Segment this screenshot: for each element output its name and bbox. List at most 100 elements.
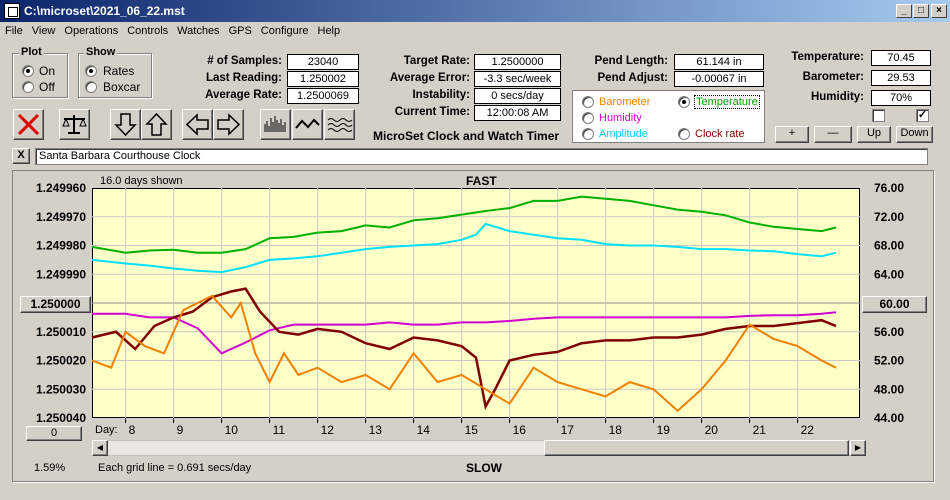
menu-configure[interactable]: Configure bbox=[260, 25, 309, 37]
y-right-tick-label: 44.00 bbox=[874, 411, 904, 425]
histogram-button[interactable] bbox=[260, 109, 291, 140]
barometer-value: 29.53 bbox=[871, 70, 931, 86]
plot-on-radio[interactable] bbox=[22, 65, 34, 77]
menu-controls[interactable]: Controls bbox=[127, 25, 169, 37]
window-title: C:\microset\2021_06_22.mst bbox=[24, 4, 185, 18]
temperature-label: Temperature: bbox=[791, 51, 864, 63]
slow-label: SLOW bbox=[466, 461, 502, 475]
y-right-tick-label: 48.00 bbox=[874, 382, 904, 396]
menu-view[interactable]: View bbox=[31, 25, 56, 37]
instability-value: 0 secs/day bbox=[474, 88, 561, 104]
menu-file[interactable]: File bbox=[5, 25, 23, 37]
temperature-radio[interactable] bbox=[678, 96, 690, 108]
center-rate-button[interactable]: 1.250000 bbox=[20, 296, 91, 313]
up-button[interactable]: Up bbox=[857, 126, 891, 143]
plot-on-label: On bbox=[39, 64, 56, 78]
scroll-right-arrow[interactable]: ▶ bbox=[850, 440, 866, 456]
x-tick-label: 19 bbox=[657, 423, 671, 437]
x-tick-label: 11 bbox=[273, 423, 286, 437]
shift-up-button[interactable] bbox=[141, 109, 172, 140]
app-icon[interactable] bbox=[4, 3, 20, 19]
title-bar: C:\microset\2021_06_22.mst bbox=[0, 0, 950, 22]
maximize-button[interactable]: □ bbox=[913, 4, 929, 18]
temperature-option-label: Temperature bbox=[694, 95, 760, 109]
plus-button[interactable]: + bbox=[775, 126, 809, 143]
humidity-label: Humidity: bbox=[810, 91, 864, 103]
clock-rate-radio[interactable] bbox=[678, 128, 690, 140]
center-temperature-button[interactable]: 60.00 bbox=[862, 296, 927, 313]
show-rates-radio[interactable] bbox=[85, 65, 97, 77]
average-rate-value: 1.2500069 bbox=[287, 88, 359, 104]
grid-note: Each grid line = 0.691 secs/day bbox=[98, 462, 252, 474]
comment-input[interactable]: Santa Barbara Courthouse Clock bbox=[35, 148, 928, 165]
option-checkbox-1[interactable] bbox=[872, 109, 885, 122]
x-tick-label: 10 bbox=[225, 423, 239, 437]
pend-adjust-label: Pend Adjust: bbox=[597, 72, 669, 84]
y-right-tick-label: 72.00 bbox=[874, 210, 904, 224]
minus-button[interactable]: — bbox=[814, 126, 852, 143]
minimize-button[interactable]: _ bbox=[896, 4, 912, 18]
last-reading-value: 1.250002 bbox=[287, 71, 359, 87]
series-line-humidity bbox=[92, 311, 837, 355]
line-chart-icon bbox=[295, 118, 320, 129]
menu-gps[interactable]: GPS bbox=[228, 25, 252, 37]
y-right-tick-label: 52.00 bbox=[874, 354, 904, 368]
y-left-tick-label: 1.250010 bbox=[36, 325, 86, 339]
samples-value: 23040 bbox=[287, 54, 359, 70]
x-tick-label: 20 bbox=[705, 423, 719, 437]
show-boxcar-label: Boxcar bbox=[103, 80, 141, 94]
arrow-right-icon bbox=[217, 113, 241, 136]
menu-help[interactable]: Help bbox=[317, 25, 341, 37]
y-left-tick-label: 1.249990 bbox=[36, 267, 86, 281]
x-tick-label: 18 bbox=[609, 423, 623, 437]
clear-comment-button[interactable]: X bbox=[12, 148, 30, 164]
down-button[interactable]: Down bbox=[896, 126, 933, 143]
amplitude-radio[interactable] bbox=[582, 128, 594, 140]
percent-label: 1.59% bbox=[34, 462, 66, 474]
plot-off-label: Off bbox=[39, 80, 55, 94]
menu-watches[interactable]: Watches bbox=[177, 25, 220, 37]
average-rate-label: Average Rate: bbox=[205, 89, 282, 101]
balance-scale-icon bbox=[62, 115, 87, 134]
arrow-up-icon bbox=[145, 112, 168, 136]
series-line-amplitude bbox=[91, 222, 837, 274]
close-window-button[interactable]: × bbox=[931, 4, 947, 18]
delete-button[interactable] bbox=[13, 109, 44, 140]
humidity-value: 70% bbox=[871, 90, 931, 106]
barometer-option-label: Barometer bbox=[599, 96, 651, 108]
wave-icon bbox=[327, 118, 353, 132]
barometer-radio[interactable] bbox=[582, 96, 594, 108]
line-plot-button[interactable] bbox=[292, 109, 323, 140]
x-tick-label: 15 bbox=[465, 423, 479, 437]
wave-plot-button[interactable] bbox=[324, 109, 355, 140]
scrollbar-thumb[interactable] bbox=[544, 440, 849, 456]
x-tick-label: 17 bbox=[561, 423, 575, 437]
day-label: Day: bbox=[95, 424, 118, 436]
scroll-right-button[interactable] bbox=[213, 109, 244, 140]
humidity-radio[interactable] bbox=[582, 112, 594, 124]
x-tick-label: 13 bbox=[369, 423, 383, 437]
scroll-left-button[interactable] bbox=[182, 109, 213, 140]
arrow-left-icon bbox=[185, 113, 209, 136]
menu-bar: File View Operations Controls Watches GPS Conf… bbox=[0, 22, 950, 41]
target-rate-value[interactable]: 1.2500000 bbox=[474, 54, 561, 70]
balance-button[interactable] bbox=[59, 109, 90, 140]
show-rates-label: Rates bbox=[103, 64, 135, 78]
show-boxcar-radio[interactable] bbox=[85, 81, 97, 93]
menu-operations[interactable]: Operations bbox=[64, 25, 119, 37]
target-rate-label: Target Rate: bbox=[403, 55, 470, 67]
plot-off-radio[interactable] bbox=[22, 81, 34, 93]
shift-down-button[interactable] bbox=[110, 109, 141, 140]
chart-panel bbox=[12, 170, 934, 482]
days-shown-label: 16.0 days shown bbox=[100, 175, 183, 187]
clock-rate-option-label: Clock rate bbox=[695, 128, 745, 140]
y-left-tick-label: 1.250040 bbox=[36, 411, 86, 425]
scroll-left-arrow[interactable]: ◀ bbox=[92, 440, 108, 456]
pend-length-label: Pend Length: bbox=[594, 55, 668, 67]
last-reading-label: Last Reading: bbox=[205, 72, 282, 84]
offset-button[interactable]: 0 bbox=[26, 426, 82, 441]
option-checkbox-2[interactable]: ✓ bbox=[916, 109, 929, 122]
y-left-tick-label: 1.249980 bbox=[36, 239, 86, 253]
x-tick-label: 14 bbox=[417, 423, 431, 437]
